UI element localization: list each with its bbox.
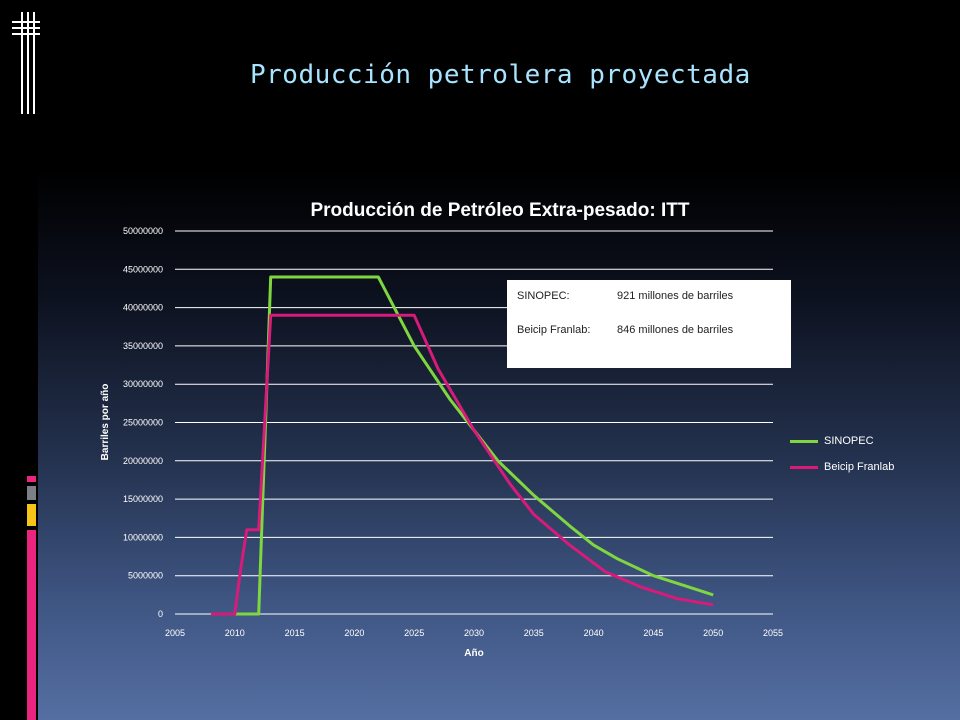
x-tick-label: 2015 [285,628,305,638]
slide-content [38,0,960,720]
y-tick-label: 35000000 [123,341,163,351]
series-line-sinopec [234,275,714,616]
x-tick-label: 2055 [763,628,783,638]
x-tick-label: 2030 [464,628,484,638]
x-tick-label: 2020 [344,628,364,638]
legend-label: SINOPEC [824,435,874,447]
chart-legend: SINOPEC Beicip Franlab [790,428,894,480]
legend-item-sinopec: SINOPEC [790,428,894,454]
x-tick-label: 2045 [643,628,663,638]
annotation-value: 921 millones de barriles [617,290,734,302]
chart-title: Producción de Petróleo Extra-pesado: ITT [310,200,690,221]
y-axis-label: Barriles por año [100,384,111,461]
annotation-label: SINOPEC: [517,290,570,302]
y-tick-label: 25000000 [123,418,163,428]
accent-bar-pink [27,530,36,720]
legend-item-beicip: Beicip Franlab [790,454,894,480]
annotation-row-sinopec: SINOPEC: 921 millones de barriles [517,290,733,302]
accent-square-pink-top [27,476,36,482]
x-tick-label: 2025 [404,628,424,638]
y-tick-label: 40000000 [123,303,163,313]
y-tick-label: 30000000 [123,379,163,389]
annotation-value: 846 millones de barriles [617,324,734,336]
legend-label: Beicip Franlab [824,461,895,473]
legend-swatch [790,439,818,443]
y-tick-label: 15000000 [123,494,163,504]
x-tick-label: 2040 [584,628,604,638]
y-tick-label: 50000000 [123,226,163,236]
y-tick-label: 20000000 [123,456,163,466]
series-line-beicip [210,313,714,616]
legend-swatch [790,465,818,469]
x-tick-label: 2005 [165,628,185,638]
slide-title: Producción petrolera proyectada [250,60,751,90]
y-tick-label: 0 [158,609,163,619]
annotation-label: Beicip Franlab: [517,324,591,336]
decorative-lines-icon [12,12,40,114]
accent-square-yellow [27,504,36,526]
y-tick-label: 5000000 [128,571,163,581]
annotation-box: SINOPEC: 921 millones de barriles Beicip … [507,280,791,368]
x-tick-label: 2035 [524,628,544,638]
x-tick-label: 2010 [225,628,245,638]
y-tick-label: 10000000 [123,532,163,542]
y-tick-label: 45000000 [123,264,163,274]
accent-square-gray [27,486,36,500]
annotation-row-beicip: Beicip Franlab: 846 millones de barriles [517,324,733,336]
x-tick-label: 2050 [703,628,723,638]
x-axis-label: Año [464,648,483,659]
